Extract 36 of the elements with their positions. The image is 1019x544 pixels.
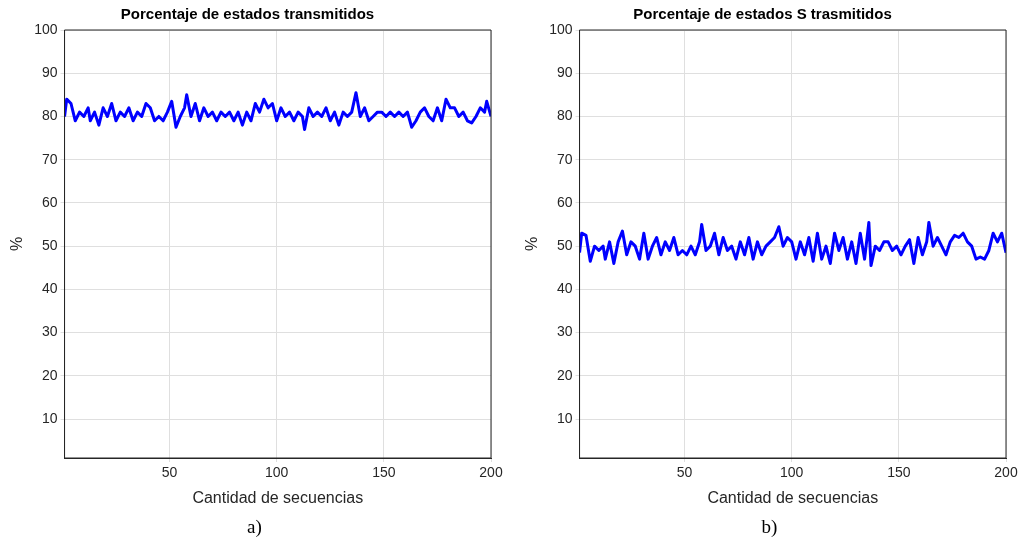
x-tick-label: 50 <box>161 464 178 481</box>
y-tick-label: 30 <box>556 323 573 340</box>
y-tick-label: 80 <box>556 107 573 124</box>
x-axis-title: Cantidad de secuencias <box>192 488 364 506</box>
x-tick-label: 200 <box>479 464 503 481</box>
y-tick-label: 70 <box>41 150 58 167</box>
y-tick-label: 20 <box>556 366 573 383</box>
y-tick-label: 20 <box>41 366 58 383</box>
text: b) <box>760 516 779 538</box>
x-tick-label: 50 <box>676 464 693 481</box>
chart-title: Porcentaje de estados S trasmitidos <box>633 5 892 23</box>
y-tick-label: 10 <box>41 409 58 426</box>
y-tick-label: 100 <box>549 20 573 37</box>
y-tick-label: 70 <box>556 150 573 167</box>
y-tick-label: 10 <box>556 409 573 426</box>
x-tick-label: 200 <box>994 464 1018 481</box>
y-tick-label: 100 <box>34 20 58 37</box>
x-axis-title: Cantidad de secuencias <box>707 488 879 506</box>
y-tick-label: 80 <box>41 107 58 124</box>
y-tick-label: 40 <box>556 280 573 297</box>
y-axis-title: % <box>523 236 541 252</box>
x-tick-label: 100 <box>265 464 289 481</box>
x-tick-label: 150 <box>887 464 911 481</box>
x-tick-label: 100 <box>780 464 804 481</box>
y-tick-label: 40 <box>41 280 58 297</box>
chart-title: Porcentaje de estados transmitidos <box>120 5 375 23</box>
y-tick-label: 50 <box>41 237 58 254</box>
y-tick-label: 50 <box>556 237 573 254</box>
y-axis-title: % <box>8 236 26 252</box>
y-tick-label: 60 <box>556 193 573 210</box>
y-tick-label: 90 <box>41 64 58 81</box>
y-tick-label: 30 <box>41 323 58 340</box>
x-tick-label: 150 <box>372 464 396 481</box>
y-tick-label: 60 <box>41 193 58 210</box>
text: a) <box>246 516 263 538</box>
y-tick-label: 90 <box>556 64 573 81</box>
